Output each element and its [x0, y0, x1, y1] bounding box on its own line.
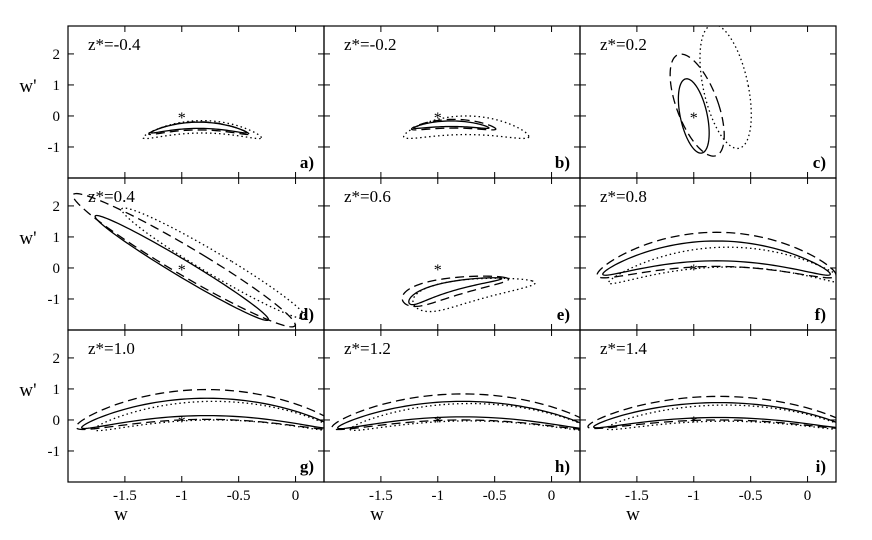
y-axis-label: w' [19, 380, 36, 401]
fiducial-marker: * [690, 110, 698, 127]
contour-dotted [121, 207, 307, 320]
x-tick-label: -1 [176, 488, 189, 504]
x-tick-label: -1 [432, 488, 445, 504]
fiducial-marker: * [434, 110, 442, 127]
fiducial-marker: * [434, 262, 442, 279]
y-axis-label: w' [19, 76, 36, 97]
panel-title: z*=0.8 [600, 187, 647, 206]
contour-group [72, 192, 307, 328]
x-axis-label: w [114, 504, 128, 525]
panel-letter: a) [300, 153, 314, 172]
panel-6: * z*=0.8 f) [579, 177, 837, 331]
y-tick-label: 2 [53, 47, 61, 63]
x-tick-label: -0.5 [227, 488, 251, 504]
contour-group [331, 393, 580, 432]
x-tick-label: 0 [548, 488, 556, 504]
contour-dotted [402, 115, 530, 140]
x-tick-label: 0 [292, 488, 300, 504]
contour-solid [602, 240, 831, 276]
panel-grid: * z*=-0.4 a) -1 0 1 2 w' * z*=-0.2 b) * z*=0.2 c) * z*=… [19, 25, 837, 525]
contour-group [401, 275, 536, 313]
panel-title: z*=1.0 [88, 339, 135, 358]
contour-dashed [669, 53, 725, 157]
panel-letter: d) [299, 305, 314, 324]
fiducial-marker: * [690, 414, 698, 431]
panel-2: * z*=-0.2 b) [323, 25, 581, 179]
y-axis-label: w' [19, 228, 36, 249]
panel-letter: f) [815, 305, 826, 324]
y-tick-label: -1 [48, 444, 61, 460]
x-axis-label: w [370, 504, 384, 525]
panel-title: z*=-0.4 [88, 35, 141, 54]
y-tick-label: 0 [53, 109, 61, 125]
y-tick-label: 0 [53, 413, 61, 429]
x-tick-label: -0.5 [483, 488, 507, 504]
panel-letter: h) [555, 457, 570, 476]
contour-dotted [699, 26, 752, 150]
y-tick-label: 1 [53, 382, 61, 398]
contour-solid [408, 277, 503, 306]
panel-title: z*=0.4 [88, 187, 135, 206]
panel-title: z*=1.2 [344, 339, 391, 358]
panel-9: * z*=1.4 i) -1.5 -1 -0.5 0 w [579, 329, 837, 525]
x-axis-label: w [626, 504, 640, 525]
contour-dashed [410, 118, 497, 131]
y-tick-label: 1 [53, 78, 61, 94]
panel-5: * z*=0.6 e) [323, 177, 581, 331]
contour-dotted [93, 400, 324, 432]
panel-title: z*=1.4 [600, 339, 647, 358]
panel-3: * z*=0.2 c) [579, 25, 837, 179]
contour-solid [592, 401, 836, 429]
fiducial-marker: * [690, 262, 698, 279]
contour-group [669, 26, 752, 157]
contour-solid [80, 397, 324, 430]
y-tick-label: 0 [53, 261, 61, 277]
fiducial-marker: * [178, 414, 186, 431]
panel-letter: g) [300, 457, 314, 476]
panel-7: * z*=1.0 g) -1 0 1 2 w' -1.5 -1 -0.5 0 w [19, 329, 325, 525]
panel-frame [579, 329, 837, 483]
x-tick-label: -1 [688, 488, 701, 504]
x-tick-label: -1.5 [113, 488, 137, 504]
panel-title: z*=0.2 [600, 35, 647, 54]
panel-letter: e) [557, 305, 570, 324]
panel-letter: i) [816, 457, 826, 476]
fiducial-marker: * [178, 262, 186, 279]
y-tick-label: -1 [48, 140, 61, 156]
contour-solid [336, 400, 580, 430]
panel-letter: b) [555, 153, 570, 172]
y-tick-label: -1 [48, 292, 61, 308]
fiducial-marker: * [434, 414, 442, 431]
contour-dashed [596, 231, 836, 279]
x-tick-label: -0.5 [739, 488, 763, 504]
contour-group [75, 388, 324, 432]
contour-dashed [401, 275, 510, 308]
contour-dotted [605, 404, 836, 431]
contour-group [402, 115, 530, 140]
panel-title: z*=0.6 [344, 187, 391, 206]
panel-title: z*=-0.2 [344, 35, 397, 54]
contour-dotted [412, 277, 536, 313]
x-tick-label: -1.5 [369, 488, 393, 504]
x-tick-label: -1.5 [625, 488, 649, 504]
fiducial-marker: * [178, 110, 186, 127]
x-tick-label: 0 [804, 488, 812, 504]
y-tick-label: 2 [53, 351, 61, 367]
contour-dashed [587, 395, 836, 430]
contour-dotted [349, 402, 580, 432]
contour-group [596, 231, 836, 285]
panel-letter: c) [813, 153, 826, 172]
contour-group [142, 119, 263, 140]
y-tick-label: 1 [53, 230, 61, 246]
contour-dashed [72, 192, 296, 328]
contour-group [587, 395, 836, 431]
panel-4: * z*=0.4 d) -1 0 1 2 w' [19, 177, 325, 331]
contour-dashed [331, 393, 580, 431]
contour-dashed [148, 121, 250, 136]
panel-1: * z*=-0.4 a) -1 0 1 2 w' [19, 25, 325, 179]
contour-solid [94, 214, 270, 322]
panel-8: * z*=1.2 h) -1.5 -1 -0.5 0 w [323, 329, 581, 525]
y-tick-label: 2 [53, 199, 61, 215]
